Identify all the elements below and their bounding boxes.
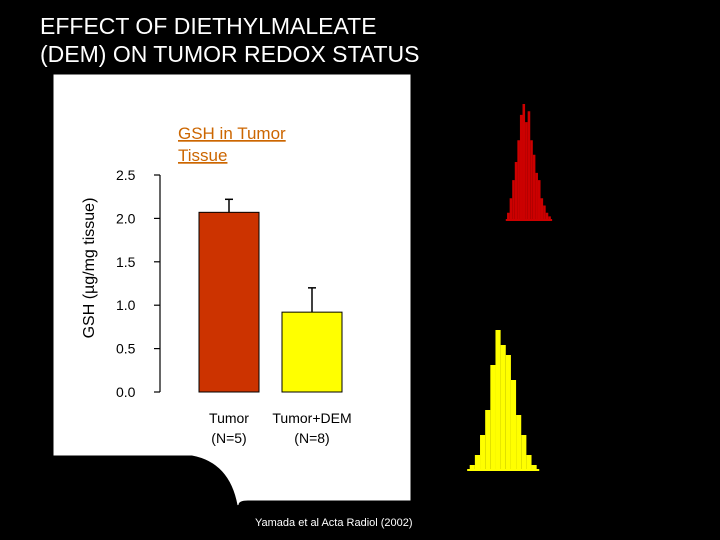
hist-bar <box>480 435 486 470</box>
bar-chart-title: GSH in Tumor <box>178 124 286 143</box>
hist-bar <box>500 345 506 470</box>
hist-x-tick-label: 0.08 <box>552 224 577 239</box>
hist-x-tick-label: 0.12 <box>604 224 629 239</box>
hist-x-tick-label: 0.16 <box>655 474 680 489</box>
bar-y-tick-label: 0.5 <box>116 341 136 357</box>
hist-bar <box>485 410 491 470</box>
hist-y-axis-label: Frequency <box>425 114 441 180</box>
hist-x-tick-label: 0.04 <box>501 474 526 489</box>
hist-bar <box>527 111 531 220</box>
hist-x-axis-label: Reduction rate (min⁻¹) <box>500 501 619 515</box>
hist-title: Tumor+DEM <box>557 333 670 355</box>
hist-bar <box>510 380 517 470</box>
tumor-dem-histogram: 0 1 2 3 Frequency 0 0.04 0.08 0.12 0.16 Reduction … <box>425 313 681 515</box>
hist-y-tick-label: 4 <box>450 68 457 83</box>
hist-bar <box>548 216 551 220</box>
hist-y-tick-label: 3 <box>450 313 457 328</box>
bar-chart-title: Tissue <box>178 146 227 165</box>
hist-bar <box>519 114 523 220</box>
hist-bar <box>537 180 541 220</box>
hist-bar <box>543 205 546 220</box>
page-title: EFFECT OF DIETHYLMALEATE (DEM) ON TUMOR … <box>40 12 420 68</box>
bar-tumor <box>198 211 260 393</box>
hist-title: Tumor <box>581 54 644 79</box>
hist-bar <box>474 455 481 470</box>
hist-annotation-value: 0.034 min⁻¹ <box>583 407 641 419</box>
citation: Yamada et al Acta Radiol (2002) <box>255 517 413 529</box>
hist-y-tick-label: 0 <box>450 463 457 478</box>
hist-bar <box>540 198 544 220</box>
hist-bar <box>522 104 526 220</box>
bar-y-tick-label: 2.0 <box>116 210 136 226</box>
hist-bar <box>514 162 518 220</box>
hist-bar <box>490 365 496 470</box>
hist-bar <box>516 415 522 470</box>
hist-annotation-label: Median <box>594 391 630 403</box>
hist-bar <box>526 455 532 470</box>
hist-annotation-value: 0.053 min⁻¹ <box>589 147 647 159</box>
hist-annotation-label: Median <box>600 131 636 143</box>
hist-y-tick-label: 1 <box>450 177 457 192</box>
bar-tumor-dem <box>281 311 343 393</box>
hist-bar <box>530 140 533 220</box>
title-line-2: (DEM) ON TUMOR REDOX STATUS <box>40 41 420 67</box>
bar-category-label: Tumor <box>209 410 249 426</box>
hist-x-tick-label: 0.16 <box>655 224 680 239</box>
bar-y-tick-label: 0.0 <box>116 384 136 400</box>
hist-bar <box>521 435 527 470</box>
tumor-histogram: 0 1 2 3 4 Frequency 0 0.04 0.08 0.12 0.16 Reduction… <box>425 54 681 255</box>
hist-x-tick-label: 0 <box>462 474 469 489</box>
hist-bar <box>469 465 475 470</box>
hist-x-tick-label: 0.12 <box>604 474 629 489</box>
bar-category-label: Tumor+DEM <box>272 410 351 426</box>
bar-y-tick-label: 1.5 <box>116 254 136 270</box>
hist-bar <box>531 465 537 470</box>
hist-bar <box>509 198 513 220</box>
hist-y-tick-label: 2 <box>450 141 457 156</box>
bar-y-axis-label: GSH (µg/mg tissue) <box>81 198 98 339</box>
hist-bar <box>495 330 501 470</box>
hist-bar <box>505 355 511 470</box>
hist-bar <box>512 180 515 220</box>
hist-bar <box>535 172 538 220</box>
bar-y-tick-label: 2.5 <box>116 167 136 183</box>
hist-x-tick-label: 0 <box>462 224 469 239</box>
hist-bar <box>532 154 536 220</box>
hist-x-tick-label: 0.04 <box>501 224 526 239</box>
hist-bar <box>545 212 549 220</box>
bar-category-label: (N=8) <box>294 430 329 446</box>
hist-x-axis-label: Reduction rate (min⁻¹) <box>524 241 643 255</box>
title-line-1: EFFECT OF DIETHYLMALEATE <box>40 13 377 39</box>
hist-y-tick-label: 3 <box>450 104 457 119</box>
hist-bar <box>507 212 510 220</box>
bar-y-tick-label: 1.0 <box>116 297 136 313</box>
hist-bar <box>525 122 528 220</box>
hist-y-tick-label: 1 <box>450 413 457 428</box>
hist-y-axis-label: Frequency <box>425 362 441 428</box>
hist-y-tick-label: 0 <box>450 213 457 228</box>
hist-bar <box>517 140 520 220</box>
hist-x-tick-label: 0.08 <box>552 474 577 489</box>
bar-category-label: (N=5) <box>211 430 246 446</box>
hist-y-tick-label: 2 <box>450 363 457 378</box>
gsh-bar-chart: GSH in Tumor Tissue 0.0 0.5 1.0 1.5 2.0 2.5 GSH … <box>81 124 352 446</box>
